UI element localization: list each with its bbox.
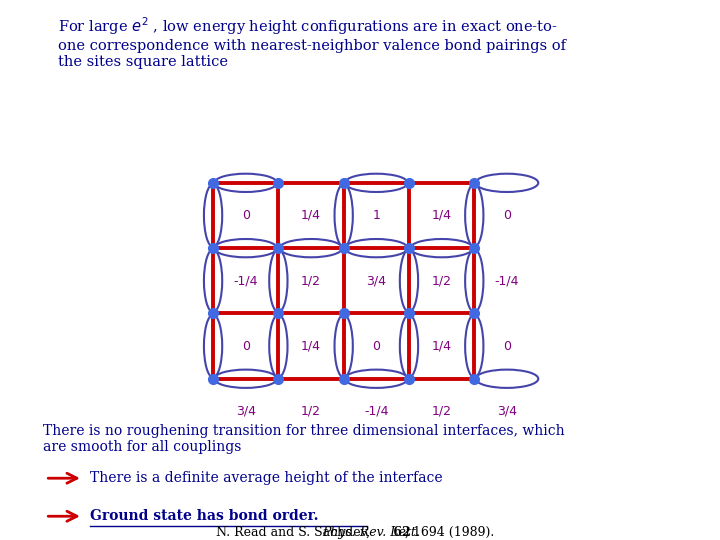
Text: 1/4: 1/4 (301, 340, 321, 353)
Text: -1/4: -1/4 (233, 274, 258, 287)
Text: 0: 0 (503, 209, 511, 222)
Text: 1/2: 1/2 (431, 405, 451, 418)
Text: 3/4: 3/4 (366, 274, 387, 287)
Text: There is a definite average height of the interface: There is a definite average height of th… (90, 471, 443, 485)
Text: 0: 0 (503, 340, 511, 353)
Text: 1/2: 1/2 (431, 274, 451, 287)
Text: N. Read and S. Sachdev,: N. Read and S. Sachdev, (216, 526, 374, 539)
Text: 3/4: 3/4 (497, 405, 517, 418)
Text: 0: 0 (242, 209, 250, 222)
Text: 1/4: 1/4 (431, 209, 451, 222)
Text: 1/4: 1/4 (301, 209, 321, 222)
Text: 1/2: 1/2 (301, 274, 321, 287)
Text: -1/4: -1/4 (495, 274, 519, 287)
Text: 3/4: 3/4 (235, 405, 256, 418)
Text: -1/4: -1/4 (364, 405, 389, 418)
Text: 0: 0 (372, 340, 380, 353)
Text: There is no roughening transition for three dimensional interfaces, which
are sm: There is no roughening transition for th… (43, 423, 564, 454)
Text: 0: 0 (242, 340, 250, 353)
Text: Ground state has bond order.: Ground state has bond order. (90, 509, 318, 523)
Text: For large $e^2$ , low energy height configurations are in exact one-to-
one corr: For large $e^2$ , low energy height conf… (58, 15, 566, 69)
Text: 1: 1 (372, 209, 380, 222)
Text: Phys. Rev. Lett.: Phys. Rev. Lett. (323, 526, 420, 539)
Text: 62: 62 (389, 526, 410, 539)
Text: 1/4: 1/4 (431, 340, 451, 353)
Text: , 1694 (1989).: , 1694 (1989). (405, 526, 495, 539)
Text: 1/2: 1/2 (301, 405, 321, 418)
